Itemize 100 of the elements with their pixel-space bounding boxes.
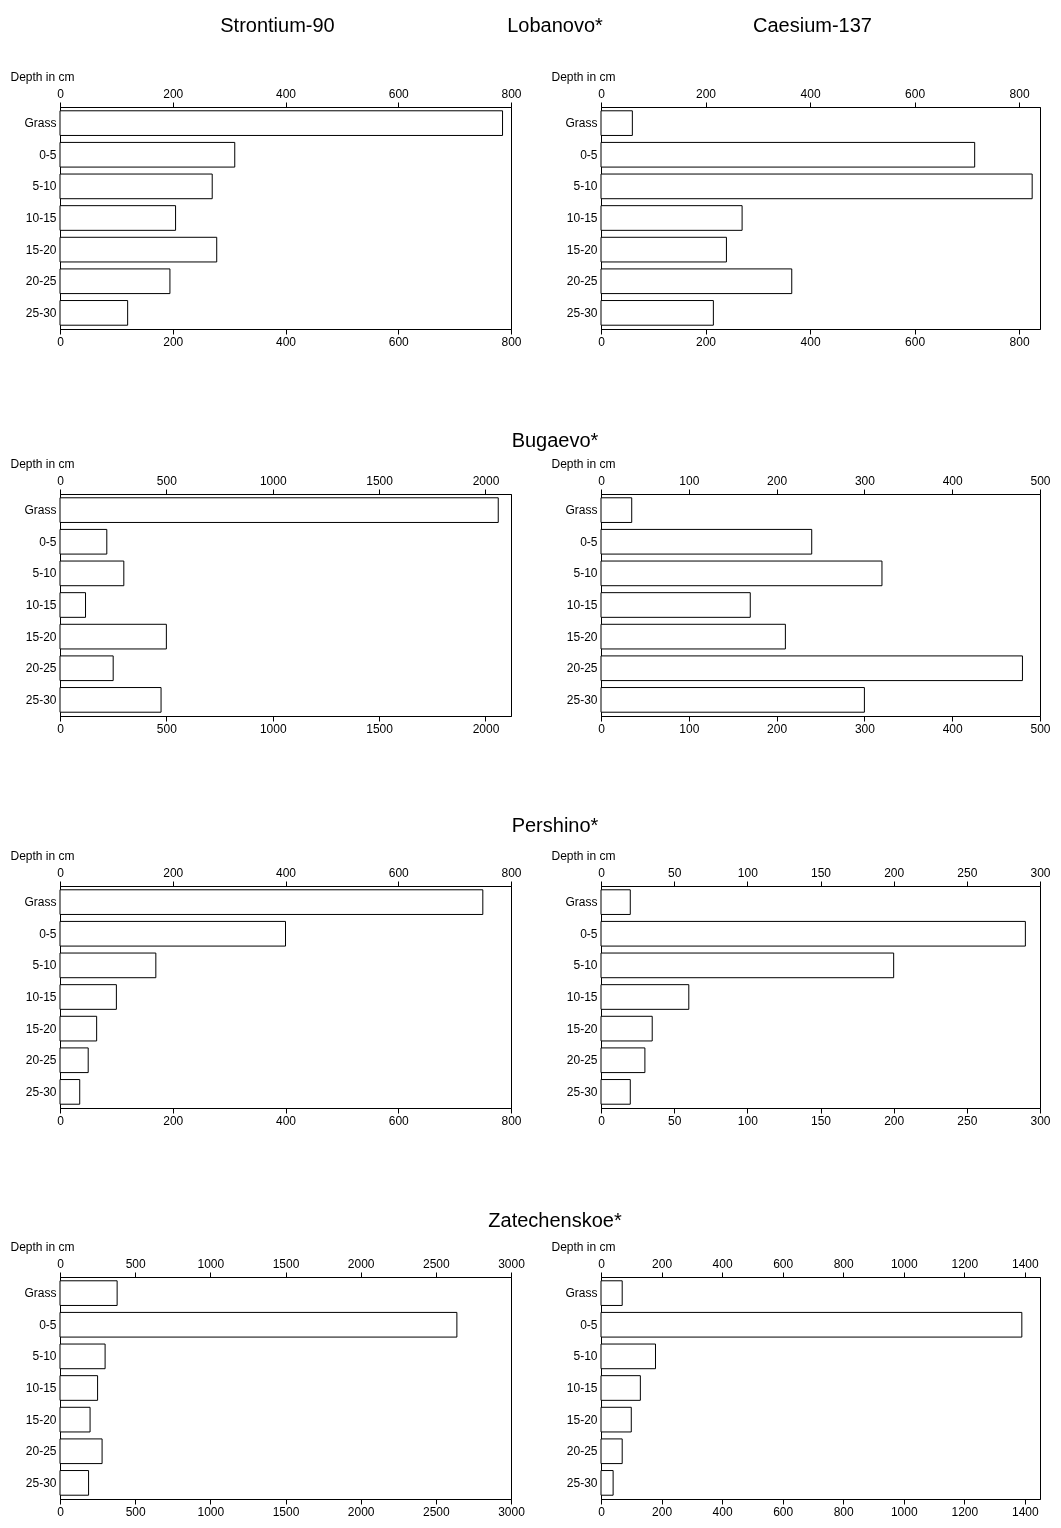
y-tick-label: 5-10 [32, 1349, 57, 1364]
x2-tick-label: 100 [679, 473, 700, 488]
x-tick-label: 0 [598, 334, 606, 349]
x2-tick-label: 500 [156, 473, 178, 488]
x2-tick-label: 0 [57, 86, 65, 101]
y-tick-label: 15-20 [566, 629, 598, 644]
x-tick-label: 0 [57, 1504, 65, 1519]
x2-tick-label: 200 [767, 473, 788, 488]
x2-tick-label: 200 [652, 1256, 673, 1271]
y-tick-label: 25-30 [25, 305, 57, 320]
y-tick-label: 25-30 [566, 692, 598, 707]
x-tick-label: 800 [501, 334, 522, 349]
x-tick-label: 600 [388, 334, 410, 349]
y-tick-label: 0-5 [580, 1317, 598, 1332]
x-tick-label: 200 [163, 1113, 184, 1128]
x2-tick-label: 800 [501, 865, 522, 880]
x2-tick-label: 200 [884, 865, 905, 880]
y-tick-label: 20-25 [566, 1444, 598, 1459]
x2-tick-label: 800 [833, 1256, 855, 1271]
y-tick-label: 0-5 [580, 926, 598, 941]
x2-tick-label: 3000 [498, 1256, 526, 1271]
x2-tick-label: 1500 [366, 473, 394, 488]
y-tick-label: 10-15 [566, 598, 598, 612]
y-tick-label: 10-15 [566, 990, 598, 1004]
x-tick-label: 1400 [1012, 1504, 1040, 1519]
y-tick-label: 0-5 [39, 1317, 57, 1332]
x-tick-label: 2000 [472, 721, 500, 736]
y-tick-label: 5-10 [573, 958, 598, 973]
x-tick-label: 1000 [197, 1504, 225, 1519]
y-tick-label: 20-25 [566, 661, 598, 676]
x-tick-label: 400 [942, 721, 964, 736]
x-tick-label: 150 [810, 1113, 832, 1128]
y-tick-label: 0-5 [580, 147, 598, 162]
x-tick-label: 1000 [259, 721, 287, 736]
x2-tick-label: 0 [57, 1256, 65, 1271]
y-tick-label: 25-30 [566, 305, 598, 320]
x2-tick-label: 1400 [1012, 1256, 1040, 1271]
y-tick-label: 15-20 [25, 242, 57, 257]
y-tick-label: 20-25 [566, 1053, 598, 1068]
y-axis-title: Depth in cm [551, 69, 616, 84]
x2-tick-label: 2000 [472, 473, 500, 488]
y-axis-title: Depth in cm [551, 848, 616, 863]
text: Pershino* [511, 813, 599, 837]
x2-tick-label: 400 [712, 1256, 733, 1271]
y-tick-label: 15-20 [566, 1412, 598, 1427]
x-tick-label: 3000 [498, 1504, 526, 1519]
y-tick-label: 15-20 [25, 1412, 57, 1427]
x-tick-label: 500 [1030, 721, 1051, 736]
x2-tick-label: 300 [854, 473, 876, 488]
y-tick-label: Grass [565, 895, 598, 910]
y-axis-title: Depth in cm [551, 456, 616, 471]
x-tick-label: 300 [854, 721, 876, 736]
x2-tick-label: 400 [942, 473, 964, 488]
x2-tick-label: 0 [598, 865, 606, 880]
y-tick-label: 5-10 [573, 179, 598, 194]
x-tick-label: 200 [767, 721, 788, 736]
y-tick-label: 0-5 [39, 926, 57, 941]
x-tick-label: 50 [667, 1113, 682, 1128]
y-tick-label: 25-30 [566, 1084, 598, 1099]
y-tick-label: 5-10 [32, 958, 57, 973]
y-tick-label: 5-10 [573, 1349, 598, 1364]
y-tick-label: Grass [565, 116, 598, 131]
chart-title: Caesium-137 [753, 13, 872, 37]
y-tick-label: Grass [24, 503, 57, 518]
y-axis-title: Depth in cm [10, 1239, 75, 1254]
y-tick-label: Grass [24, 895, 57, 910]
y-tick-label: 25-30 [566, 1475, 598, 1490]
x-tick-label: 800 [501, 1113, 522, 1128]
x2-tick-label: 400 [275, 865, 297, 880]
y-tick-label: 5-10 [32, 179, 57, 194]
y-tick-label: 15-20 [566, 242, 598, 257]
y-tick-label: 15-20 [25, 1021, 57, 1036]
x-tick-label: 0 [598, 1113, 606, 1128]
y-tick-label: 10-15 [25, 1381, 57, 1395]
x2-tick-label: 0 [57, 473, 65, 488]
x2-tick-label: 800 [501, 86, 522, 101]
x2-tick-label: 0 [57, 865, 65, 880]
text: Zatechenskoe* [488, 1208, 622, 1232]
y-tick-label: 10-15 [566, 211, 598, 225]
y-axis-title: Depth in cm [10, 848, 75, 863]
y-tick-label: 0-5 [39, 534, 57, 549]
y-tick-label: Grass [24, 1286, 57, 1301]
x2-tick-label: 0 [598, 86, 606, 101]
x2-tick-label: 200 [696, 86, 717, 101]
y-tick-label: Grass [565, 1286, 598, 1301]
x2-tick-label: 1000 [890, 1256, 918, 1271]
x2-tick-label: 1000 [259, 473, 287, 488]
x-tick-label: 600 [905, 334, 926, 349]
x-tick-label: 1500 [366, 721, 394, 736]
y-tick-label: 10-15 [25, 990, 57, 1004]
x-tick-label: 800 [833, 1504, 855, 1519]
x2-tick-label: 600 [388, 86, 410, 101]
x-tick-label: 200 [696, 334, 717, 349]
x-tick-label: 1500 [272, 1504, 300, 1519]
x2-tick-label: 0 [598, 473, 606, 488]
x2-tick-label: 400 [275, 86, 297, 101]
y-tick-label: 10-15 [566, 1381, 598, 1395]
x-tick-label: 100 [679, 721, 700, 736]
x-tick-label: 500 [125, 1504, 146, 1519]
x-tick-label: 200 [652, 1504, 673, 1519]
